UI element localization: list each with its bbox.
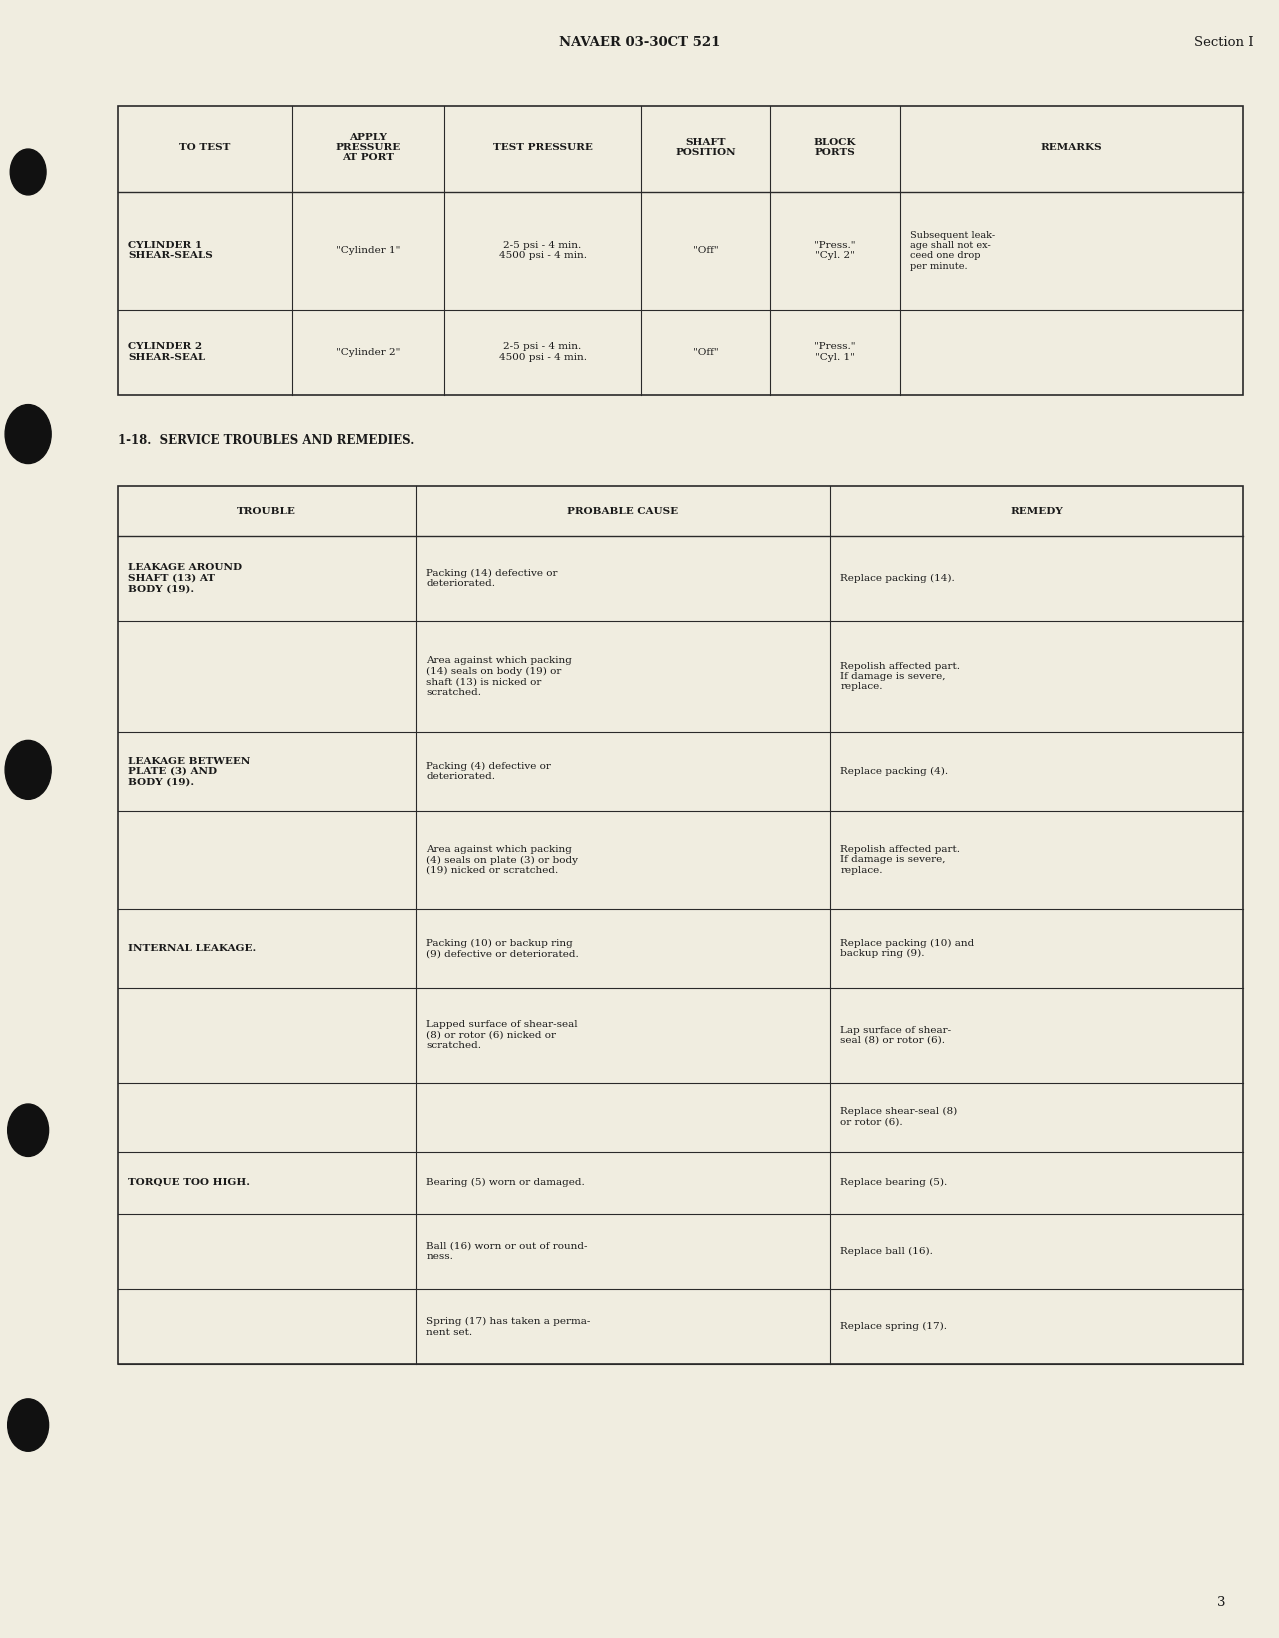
Text: Lap surface of shear-
seal (8) or rotor (6).: Lap surface of shear- seal (8) or rotor … [840, 1025, 952, 1045]
Text: Packing (14) defective or
deteriorated.: Packing (14) defective or deteriorated. [426, 568, 558, 588]
Text: Section I: Section I [1193, 36, 1253, 49]
Text: Replace spring (17).: Replace spring (17). [840, 1322, 948, 1332]
Text: Spring (17) has taken a perma-
nent set.: Spring (17) has taken a perma- nent set. [426, 1317, 591, 1337]
Text: Replace packing (10) and
backup ring (9).: Replace packing (10) and backup ring (9)… [840, 939, 975, 958]
Text: Packing (4) defective or
deteriorated.: Packing (4) defective or deteriorated. [426, 762, 551, 781]
Text: 2-5 psi - 4 min.
4500 psi - 4 min.: 2-5 psi - 4 min. 4500 psi - 4 min. [499, 342, 587, 362]
Text: Packing (10) or backup ring
(9) defective or deteriorated.: Packing (10) or backup ring (9) defectiv… [426, 939, 579, 958]
Text: Subsequent leak-
age shall not ex-
ceed one drop
per minute.: Subsequent leak- age shall not ex- ceed … [911, 231, 995, 270]
Text: BLOCK
PORTS: BLOCK PORTS [813, 138, 857, 157]
Circle shape [5, 740, 51, 799]
Text: "Press."
"Cyl. 2": "Press." "Cyl. 2" [815, 241, 856, 260]
Circle shape [5, 405, 51, 464]
Text: Repolish affected part.
If damage is severe,
replace.: Repolish affected part. If damage is sev… [840, 662, 961, 691]
Text: Repolish affected part.
If damage is severe,
replace.: Repolish affected part. If damage is sev… [840, 845, 961, 875]
Text: CYLINDER 1
SHEAR-SEALS: CYLINDER 1 SHEAR-SEALS [128, 241, 212, 260]
Circle shape [10, 149, 46, 195]
Text: 3: 3 [1218, 1595, 1225, 1609]
Circle shape [8, 1104, 49, 1156]
Text: SHAFT
POSITION: SHAFT POSITION [675, 138, 737, 157]
Text: TROUBLE: TROUBLE [238, 506, 297, 516]
Text: PROBABLE CAUSE: PROBABLE CAUSE [568, 506, 679, 516]
Text: NAVAER 03-30CT 521: NAVAER 03-30CT 521 [559, 36, 720, 49]
Text: TORQUE TOO HIGH.: TORQUE TOO HIGH. [128, 1178, 249, 1188]
Text: Replace bearing (5).: Replace bearing (5). [840, 1178, 948, 1188]
Text: LEAKAGE AROUND
SHAFT (13) AT
BODY (19).: LEAKAGE AROUND SHAFT (13) AT BODY (19). [128, 563, 242, 593]
Text: LEAKAGE BETWEEN
PLATE (3) AND
BODY (19).: LEAKAGE BETWEEN PLATE (3) AND BODY (19). [128, 757, 251, 786]
Text: "Off": "Off" [693, 246, 719, 256]
Text: Replace packing (14).: Replace packing (14). [840, 573, 955, 583]
Bar [118, 486, 1243, 1364]
Text: 2-5 psi - 4 min.
4500 psi - 4 min.: 2-5 psi - 4 min. 4500 psi - 4 min. [499, 241, 587, 260]
Text: REMEDY: REMEDY [1010, 506, 1063, 516]
Text: TEST PRESSURE: TEST PRESSURE [492, 143, 592, 152]
Text: Ball (16) worn or out of round-
ness.: Ball (16) worn or out of round- ness. [426, 1242, 587, 1261]
Text: Replace ball (16).: Replace ball (16). [840, 1247, 934, 1256]
Text: "Cylinder 1": "Cylinder 1" [336, 246, 400, 256]
Text: APPLY
PRESSURE
AT PORT: APPLY PRESSURE AT PORT [335, 133, 400, 162]
Text: Area against which packing
(4) seals on plate (3) or body
(19) nicked or scratch: Area against which packing (4) seals on … [426, 845, 578, 875]
Text: "Cylinder 2": "Cylinder 2" [336, 347, 400, 357]
Text: Lapped surface of shear-seal
(8) or rotor (6) nicked or
scratched.: Lapped surface of shear-seal (8) or roto… [426, 1020, 578, 1050]
Text: CYLINDER 2
SHEAR-SEAL: CYLINDER 2 SHEAR-SEAL [128, 342, 205, 362]
Text: "Off": "Off" [693, 347, 719, 357]
Text: TO TEST: TO TEST [179, 143, 230, 152]
Text: "Press."
"Cyl. 1": "Press." "Cyl. 1" [815, 342, 856, 362]
Text: INTERNAL LEAKAGE.: INTERNAL LEAKAGE. [128, 943, 256, 953]
Text: Bearing (5) worn or damaged.: Bearing (5) worn or damaged. [426, 1178, 585, 1188]
Circle shape [8, 1399, 49, 1451]
Bar [118, 106, 1243, 395]
Text: REMARKS: REMARKS [1041, 143, 1102, 152]
Text: 1-18.  SERVICE TROUBLES AND REMEDIES.: 1-18. SERVICE TROUBLES AND REMEDIES. [118, 434, 414, 447]
Text: Replace packing (4).: Replace packing (4). [840, 767, 949, 776]
Text: Replace shear-seal (8)
or rotor (6).: Replace shear-seal (8) or rotor (6). [840, 1107, 958, 1127]
Text: Area against which packing
(14) seals on body (19) or
shaft (13) is nicked or
sc: Area against which packing (14) seals on… [426, 657, 572, 696]
